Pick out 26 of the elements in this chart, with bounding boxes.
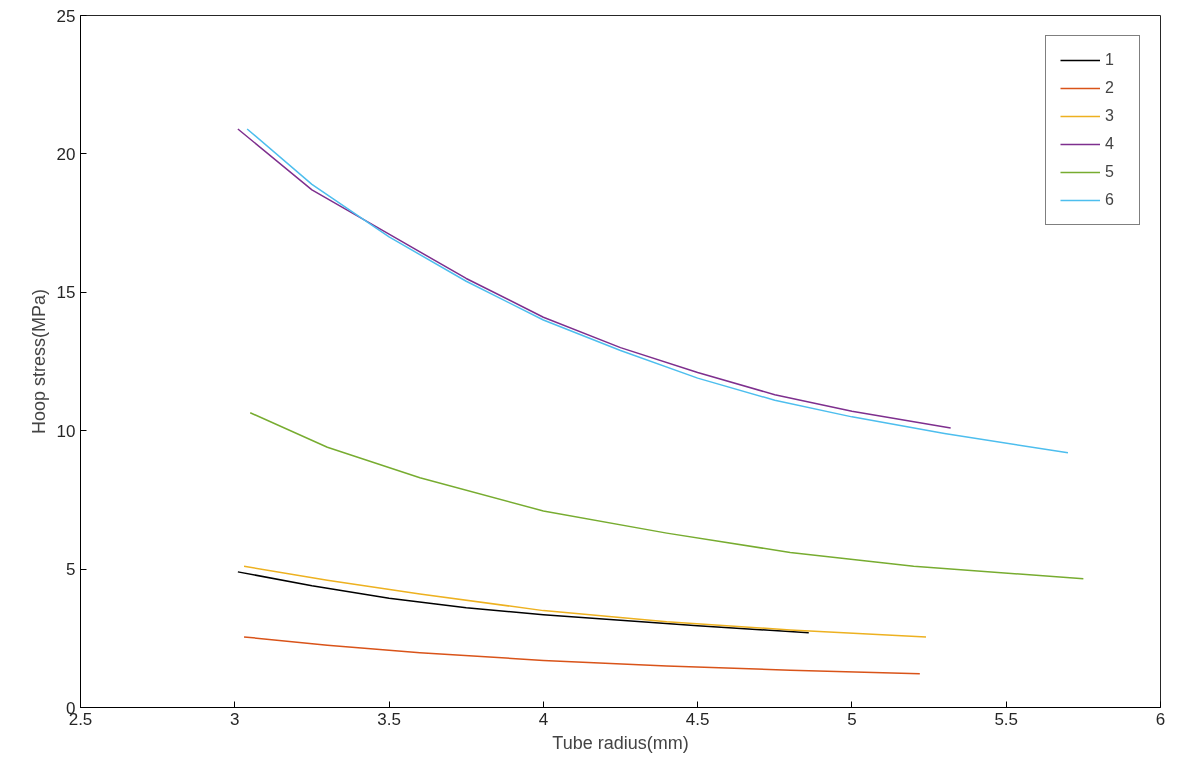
x-tick-label: 5.5 [994, 709, 1019, 729]
x-tick-label: 3.5 [377, 709, 401, 729]
line-series [237, 128, 952, 429]
line-series [249, 411, 1085, 580]
legend-label: 5 [1105, 163, 1115, 181]
x-axis-title: Tube radius(mm) [552, 732, 689, 753]
y-tick-label: 25 [56, 6, 76, 26]
line-series [243, 636, 921, 675]
y-tick-label: 20 [56, 144, 76, 164]
y-tick-label: 5 [66, 560, 76, 580]
line-series [243, 565, 927, 638]
x-tick-label: 4.5 [685, 709, 710, 729]
x-tick-label: 5 [847, 709, 857, 729]
x-tick-label: 4 [538, 709, 549, 729]
legend-label: 1 [1105, 51, 1115, 69]
legend-label: 3 [1105, 107, 1115, 125]
legend-label: 4 [1105, 135, 1115, 153]
y-axis-title: Hoop stress(MPa) [28, 288, 49, 435]
legend-label: 6 [1105, 191, 1115, 209]
line-series [237, 571, 810, 634]
line-series [246, 128, 1069, 454]
x-tick-label: 6 [1155, 709, 1166, 729]
legend-label: 2 [1105, 79, 1115, 97]
x-tick-label: 3 [230, 709, 240, 729]
y-tick-label: 15 [56, 283, 76, 303]
y-tick-label: 10 [56, 421, 76, 441]
